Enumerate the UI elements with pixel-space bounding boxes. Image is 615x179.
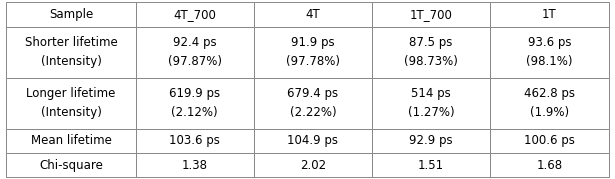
Bar (372, 2, 490, 27)
Bar (372, 78, 490, 129)
Bar (372, 27, 490, 78)
Bar (6, 78, 136, 129)
Bar (490, 129, 609, 153)
Text: 679.4 ps
(2.22%): 679.4 ps (2.22%) (287, 87, 338, 119)
Text: Shorter lifetime
(Intensity): Shorter lifetime (Intensity) (25, 36, 117, 68)
Bar (254, 78, 372, 129)
Text: 1.38: 1.38 (182, 159, 208, 171)
Bar (372, 153, 490, 177)
Text: 1.51: 1.51 (418, 159, 444, 171)
Text: 87.5 ps
(98.73%): 87.5 ps (98.73%) (404, 36, 458, 68)
Bar (490, 153, 609, 177)
Text: 514 ps
(1.27%): 514 ps (1.27%) (408, 87, 454, 119)
Text: Mean lifetime: Mean lifetime (31, 134, 111, 147)
Bar (136, 78, 254, 129)
Text: 1T: 1T (542, 8, 557, 21)
Bar (6, 2, 136, 27)
Text: 4T_700: 4T_700 (173, 8, 216, 21)
Bar (254, 153, 372, 177)
Bar (490, 2, 609, 27)
Bar (490, 27, 609, 78)
Text: 100.6 ps: 100.6 ps (524, 134, 575, 147)
Text: 92.4 ps
(97.87%): 92.4 ps (97.87%) (168, 36, 222, 68)
Bar (490, 78, 609, 129)
Text: 619.9 ps
(2.12%): 619.9 ps (2.12%) (169, 87, 220, 119)
Bar (6, 129, 136, 153)
Bar (254, 27, 372, 78)
Text: 103.6 ps: 103.6 ps (169, 134, 220, 147)
Text: 93.6 ps
(98.1%): 93.6 ps (98.1%) (526, 36, 573, 68)
Bar (254, 129, 372, 153)
Bar (254, 2, 372, 27)
Text: 92.9 ps: 92.9 ps (409, 134, 453, 147)
Text: 2.02: 2.02 (300, 159, 326, 171)
Text: 1T_700: 1T_700 (410, 8, 453, 21)
Bar (372, 129, 490, 153)
Bar (136, 2, 254, 27)
Text: 462.8 ps
(1.9%): 462.8 ps (1.9%) (524, 87, 575, 119)
Bar (6, 27, 136, 78)
Text: Sample: Sample (49, 8, 93, 21)
Text: 1.68: 1.68 (536, 159, 563, 171)
Bar (136, 27, 254, 78)
Text: 91.9 ps
(97.78%): 91.9 ps (97.78%) (286, 36, 340, 68)
Text: Longer lifetime
(Intensity): Longer lifetime (Intensity) (26, 87, 116, 119)
Text: 4T: 4T (306, 8, 320, 21)
Bar (136, 129, 254, 153)
Text: Chi-square: Chi-square (39, 159, 103, 171)
Text: 104.9 ps: 104.9 ps (287, 134, 338, 147)
Bar (6, 153, 136, 177)
Bar (136, 153, 254, 177)
